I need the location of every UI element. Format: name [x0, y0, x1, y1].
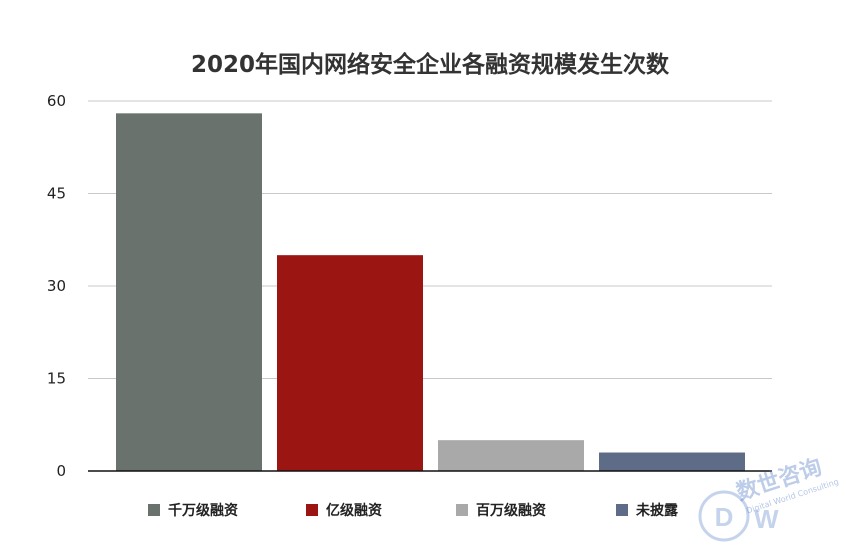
legend-label: 亿级融资 [326, 502, 382, 519]
svg-text:D: D [715, 502, 734, 532]
watermark-logo: D W 数世咨询 Digital World Consulting [698, 458, 840, 542]
bar-3 [438, 440, 584, 471]
legend-label: 千万级融资 [168, 502, 238, 519]
legend-label: 百万级融资 [476, 502, 546, 519]
y-tick-label: 60 [47, 92, 66, 110]
bars [116, 113, 745, 471]
legend-swatch [148, 504, 160, 516]
legend-swatch [616, 504, 628, 516]
bar-1 [116, 113, 262, 471]
legend-item: 千万级融资 [148, 502, 238, 519]
legend-item: 亿级融资 [306, 502, 382, 519]
y-axis-ticks: 0 15 30 45 60 [47, 92, 66, 480]
legend-item: 百万级融资 [456, 502, 546, 519]
watermark-mark: D W [698, 490, 779, 542]
bar-4 [599, 452, 745, 471]
y-tick-label: 30 [47, 277, 66, 295]
bar-2 [277, 255, 423, 471]
svg-text:W: W [754, 504, 779, 534]
chart-title: 2020年国内网络安全企业各融资规模发生次数 [191, 51, 670, 78]
legend: 千万级融资 亿级融资 百万级融资 未披露 [148, 502, 679, 519]
legend-item: 未披露 [616, 502, 679, 519]
legend-swatch [306, 504, 318, 516]
y-tick-label: 0 [56, 462, 66, 480]
legend-label: 未披露 [636, 502, 679, 519]
y-tick-label: 45 [47, 185, 66, 203]
legend-swatch [456, 504, 468, 516]
y-tick-label: 15 [47, 370, 66, 388]
